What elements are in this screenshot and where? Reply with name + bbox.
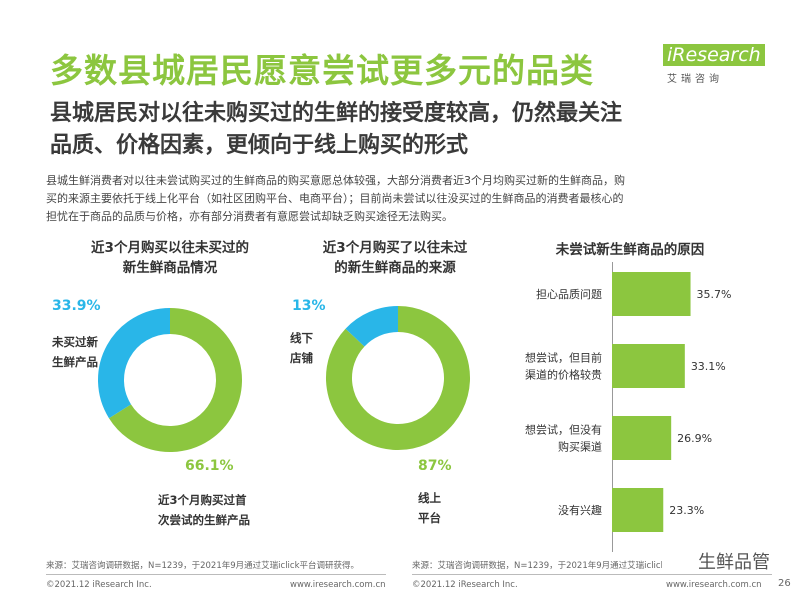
donut2-blue-value: 13% — [292, 298, 326, 314]
label-line: 平台 — [418, 511, 441, 525]
label-line: 生鲜产品 — [52, 355, 98, 369]
donut1-title-line: 近3个月购买以往未买过的 — [91, 240, 249, 256]
bar-category-label: 想尝试，但没有 — [525, 423, 602, 437]
subtitle-line-2: 品质、价格因素，更倾向于线上购买的形式 — [50, 133, 469, 158]
website-left: www.iresearch.com.cn — [290, 580, 386, 590]
bar-category-label: 购买渠道 — [558, 440, 602, 454]
donut1-blue-label: 未买过新 生鲜产品 — [52, 332, 98, 372]
label-line: 未买过新 — [52, 335, 98, 349]
bar-category-label: 想尝试，但目前 — [525, 351, 602, 365]
copyright-right: ©2021.12 iResearch Inc. — [412, 580, 518, 590]
donut2-slice-blue — [345, 306, 399, 347]
bar-category-label: 渠道的价格较贵 — [525, 368, 602, 382]
label-line: 近3个月购买过首 — [158, 493, 247, 507]
subtitle-line-1: 县城居民对以往未购买过的生鲜的接受度较高，仍然最关注 — [50, 101, 623, 126]
donut1-slice-blue — [98, 308, 171, 419]
donut1-title: 近3个月购买以往未买过的 新生鲜商品情况 — [60, 238, 280, 278]
bar-chart-title: 未尝试新生鲜商品的原因 — [555, 242, 705, 258]
bar — [612, 272, 691, 316]
source-note-left: 来源：艾瑞咨询调研数据，N=1239，于2021年9月通过艾瑞iclick平台调… — [46, 561, 360, 571]
donut1-title-line: 新生鲜商品情况 — [122, 260, 218, 276]
donut1-green-label: 近3个月购买过首 次尝试的生鲜产品 — [158, 490, 250, 530]
footer-divider-right — [412, 574, 772, 575]
donut1-blue-value: 33.9% — [52, 298, 101, 314]
donut1-slice-green — [108, 308, 242, 452]
donut2-green-label: 线上 平台 — [418, 488, 441, 528]
bar-value-label: 33.1% — [691, 360, 726, 373]
logo-text: iResearch — [663, 44, 765, 66]
copyright-left: ©2021.12 iResearch Inc. — [46, 580, 152, 590]
description-line: 买的来源主要依托于线上化平台（如社区团购平台、电商平台）；目前尚未尝试以往没买过… — [46, 192, 624, 205]
bar-category-label: 担心品质问题 — [536, 287, 602, 301]
donut2-title: 近3个月购买了以往未过 的新生鲜商品的来源 — [295, 238, 495, 278]
page-subtitle: 县城居民对以往未购买过的生鲜的接受度较高，仍然最关注 品质、价格因素，更倾向于线… — [50, 98, 770, 162]
watermark: 生鲜品管 — [698, 552, 770, 573]
donut2-title-line: 近3个月购买了以往未过 — [322, 240, 468, 256]
label-line: 线上 — [418, 491, 441, 505]
page-number: 26 — [778, 578, 791, 589]
label-line: 次尝试的生鲜产品 — [158, 513, 250, 527]
description-line: 担忧在于商品的品质与价格，亦有部分消费者有意愿尝试却缺乏购买途径无法购买。 — [46, 210, 453, 223]
bar — [612, 416, 672, 460]
source-note-right: 来源：艾瑞咨询调研数据，N=1239，于2021年9月通过艾瑞iclick平台调… — [412, 561, 662, 571]
page-title: 多数县城居民愿意尝试更多元的品类 — [50, 51, 594, 90]
bar-axis — [612, 262, 613, 552]
label-line: 店铺 — [290, 351, 313, 365]
bar-value-label: 23.3% — [669, 504, 704, 517]
donut2-blue-label: 线下 店铺 — [290, 328, 313, 368]
donut2-title-line: 的新生鲜商品的来源 — [334, 260, 456, 276]
bar — [612, 488, 664, 532]
description-line: 县城生鲜消费者对以往未尝试购买过的生鲜商品的购买意愿总体较强，大部分消费者近3个… — [46, 174, 625, 187]
website-right: www.iresearch.com.cn — [666, 580, 762, 590]
bar — [612, 344, 685, 388]
donut2-chart — [326, 306, 470, 450]
donut2-green-value: 87% — [418, 458, 452, 474]
donut2-slice-green — [326, 306, 470, 450]
donut1-green-value: 66.1% — [185, 458, 234, 474]
bar-value-label: 35.7% — [697, 288, 732, 301]
description: 县城生鲜消费者对以往未尝试购买过的生鲜商品的购买意愿总体较强，大部分消费者近3个… — [46, 172, 766, 226]
logo-subtext: 艾瑞咨询 — [667, 74, 723, 85]
bar-category-label: 没有兴趣 — [558, 503, 602, 517]
donut1-chart — [98, 308, 242, 452]
iresearch-logo: iResearch 艾瑞咨询 — [663, 40, 765, 90]
footer-divider-left — [46, 574, 386, 575]
label-line: 线下 — [290, 331, 313, 345]
bar-value-label: 26.9% — [677, 432, 712, 445]
